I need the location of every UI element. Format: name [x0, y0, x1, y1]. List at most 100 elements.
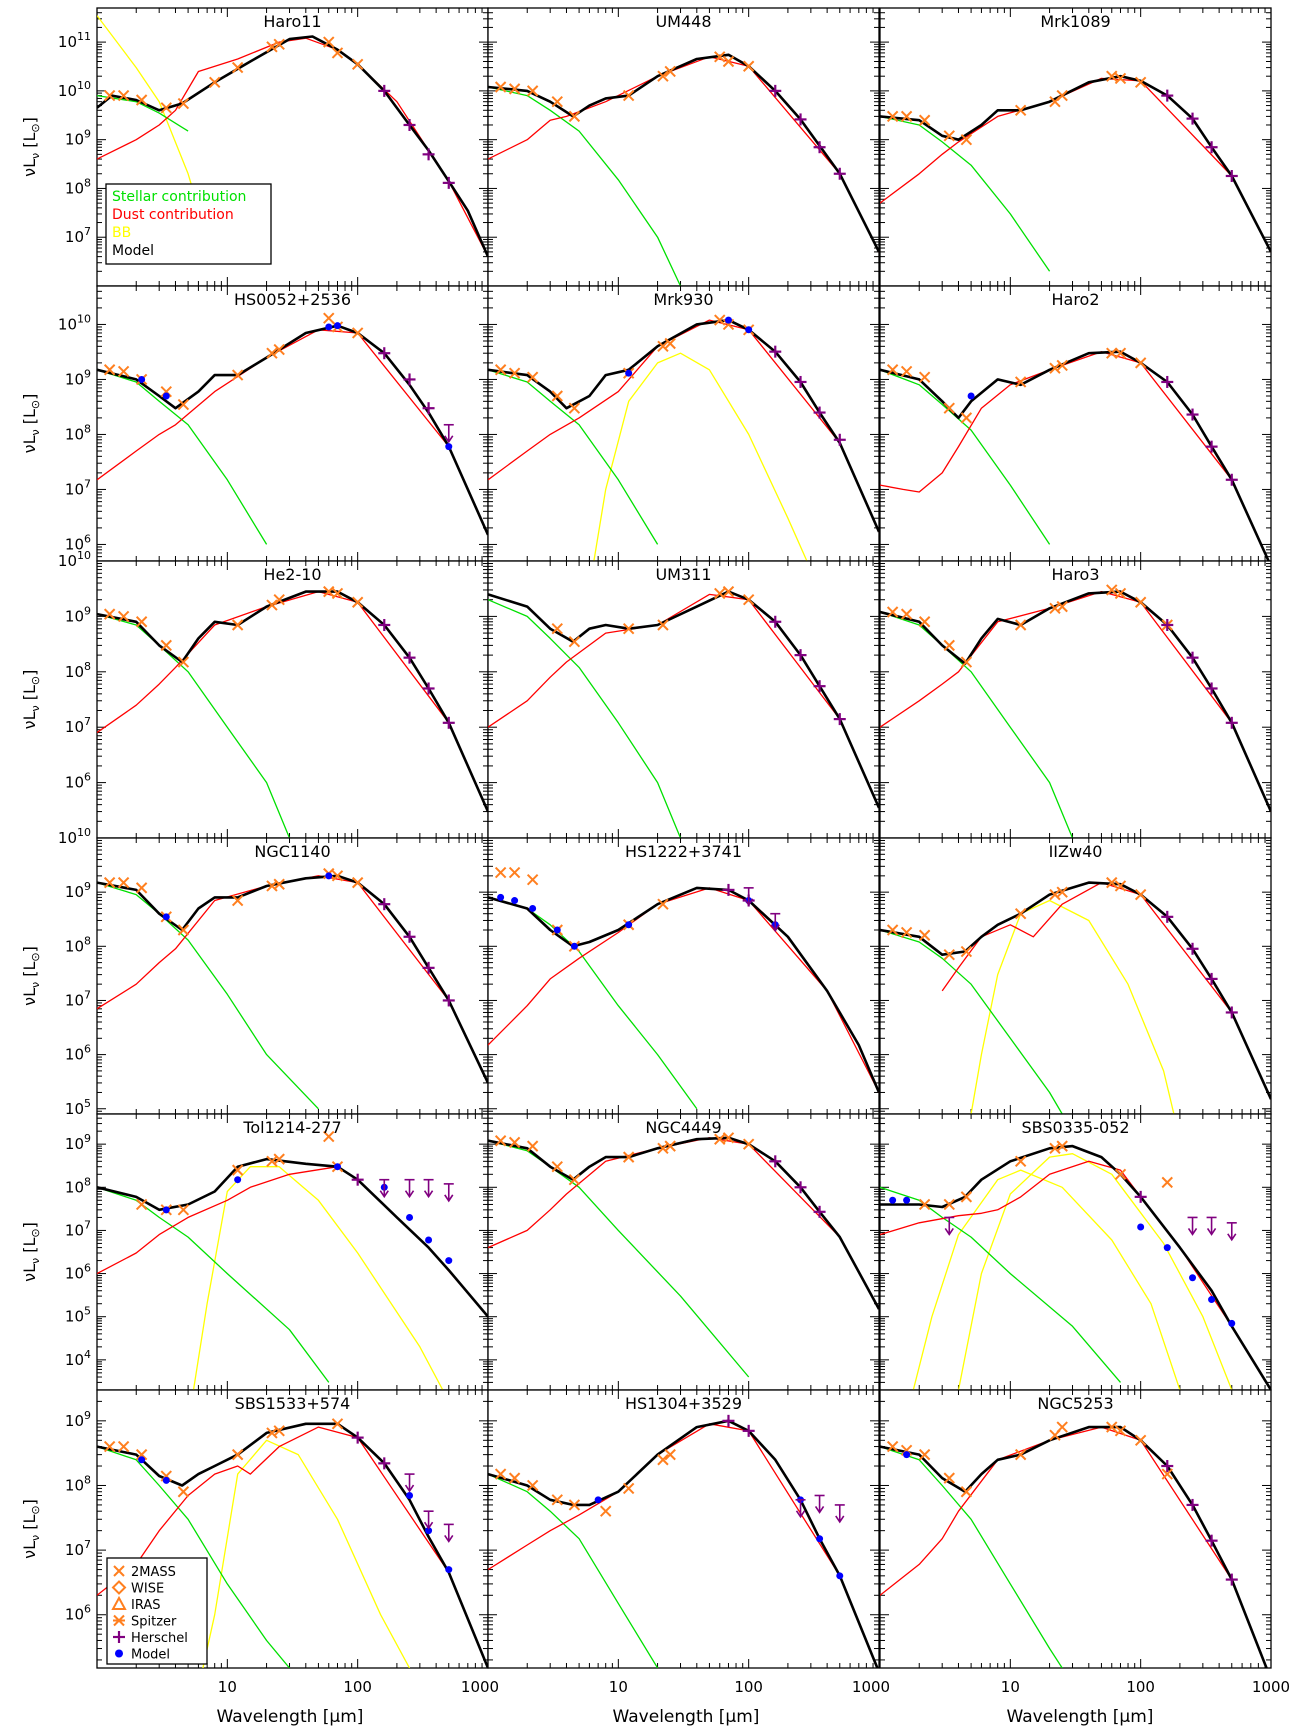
model-point	[724, 316, 732, 324]
obs-point	[714, 51, 726, 63]
y-tick-exp: 9	[84, 1132, 91, 1145]
obs-stroke-b	[918, 1448, 931, 1461]
obs-point	[1134, 596, 1147, 608]
plot-area	[880, 876, 1271, 1114]
obs-point	[526, 371, 539, 383]
obs-stroke-b	[1106, 584, 1118, 596]
obs-point	[160, 102, 172, 114]
obs-point	[918, 1448, 931, 1461]
herschel-point	[1134, 1190, 1147, 1203]
y-tick-exp: 5	[84, 1097, 91, 1110]
y-tick-label: 107	[65, 477, 91, 498]
obs-point	[714, 314, 726, 326]
upper-limit-arrow	[770, 924, 780, 933]
y-tick-marks	[97, 560, 488, 839]
obs-point	[117, 610, 130, 623]
model-point	[162, 392, 170, 400]
dust-curve	[97, 1426, 488, 1668]
obs-stroke-b	[943, 130, 955, 142]
legend-label: 2MASS	[131, 1565, 176, 1580]
herschel-point	[794, 113, 807, 126]
model-curve	[97, 35, 488, 258]
y-tick-exp: 10	[77, 79, 91, 92]
y-tick-exp: 5	[84, 1305, 91, 1318]
model-point	[162, 1476, 170, 1484]
x-tick-marks	[879, 8, 1266, 286]
y-tick-base: 10	[58, 829, 77, 847]
herschel-point	[1205, 972, 1218, 985]
y-tick-base: 10	[65, 131, 84, 149]
model-point	[333, 1163, 341, 1171]
obs-point	[1134, 357, 1147, 369]
obs-stroke-b	[117, 89, 130, 102]
panel-title: IIZw40	[1049, 842, 1103, 861]
obs-point	[900, 110, 913, 123]
herschel-point	[722, 883, 735, 896]
y-axis-title-sun: ⊙	[29, 1228, 42, 1237]
sed-panel-haro3: Haro3	[879, 560, 1272, 839]
obs-stroke-b	[273, 38, 285, 51]
obs-point	[526, 873, 539, 886]
y-axis-title-sub: ν	[29, 705, 42, 711]
herschel-point	[1205, 141, 1218, 154]
y-axis-title-sub: ν	[29, 982, 42, 988]
obs-point	[135, 1198, 148, 1211]
y-tick-label: 106	[65, 1603, 91, 1624]
obs-point	[886, 924, 899, 936]
obs-point	[273, 343, 285, 356]
x-tick-marks	[96, 1114, 483, 1390]
upper-limit	[443, 423, 454, 444]
upper-limit-arrow	[944, 1227, 954, 1236]
obs-stroke-b	[1056, 1421, 1068, 1433]
model-point	[529, 904, 537, 912]
model-curve	[488, 53, 879, 253]
obs-stroke-b	[722, 55, 735, 68]
obs-point	[960, 412, 973, 424]
obs-point	[494, 364, 507, 376]
obs-point	[1049, 888, 1061, 901]
herschel-point	[442, 994, 455, 1007]
sed-panel-ngc4449: NGC4449	[487, 1113, 880, 1391]
model-point	[325, 323, 333, 331]
obs-point	[900, 608, 913, 620]
obs-point	[551, 390, 563, 402]
y-tick-exp: 8	[84, 1473, 91, 1486]
obs-point	[1106, 70, 1118, 82]
model-curve	[880, 881, 1271, 1100]
herschel-point	[813, 141, 826, 154]
obs-point	[1106, 876, 1118, 889]
y-tick-base: 10	[58, 33, 77, 51]
x-tick-marks	[879, 286, 1266, 561]
obs-point	[135, 616, 148, 628]
obs-stroke-b	[273, 594, 285, 606]
model-point	[1228, 1319, 1236, 1327]
model-point	[445, 443, 453, 451]
obs-stroke-b	[622, 1151, 635, 1163]
y-tick-base: 10	[65, 1178, 84, 1196]
obs-stroke-b	[960, 412, 973, 424]
plot-area	[97, 1130, 488, 1390]
obs-stroke-b	[551, 1494, 563, 1506]
y-tick-label: 108	[65, 934, 91, 955]
obs-stroke-b	[231, 61, 244, 74]
x-tick-label: 1000	[1252, 1678, 1290, 1696]
model-point	[903, 1451, 911, 1459]
y-axis-title-sub: ν	[29, 153, 42, 159]
sed-panel-mrk930: Mrk930	[487, 285, 880, 562]
obs-stroke-b	[1114, 1168, 1127, 1181]
model-point	[570, 942, 578, 950]
obs-point	[599, 1505, 612, 1517]
obs-point	[231, 369, 244, 381]
upper-limit-arrow	[1187, 1227, 1198, 1236]
y-tick-label: 109	[65, 1132, 91, 1153]
sed-panel-mrk1089: Mrk1089	[879, 7, 1272, 287]
y-tick-label: 104	[65, 1348, 91, 1369]
y-axis-title-sun: ⊙	[29, 952, 42, 961]
herschel-point	[1225, 1573, 1238, 1586]
obs-stroke-b	[1049, 1142, 1061, 1155]
upper-limit-arrow	[1227, 1233, 1237, 1242]
sed-panel-ngc5253: 10 100 1000 NGC5253	[879, 1389, 1290, 1696]
obs-point	[1056, 1140, 1068, 1152]
